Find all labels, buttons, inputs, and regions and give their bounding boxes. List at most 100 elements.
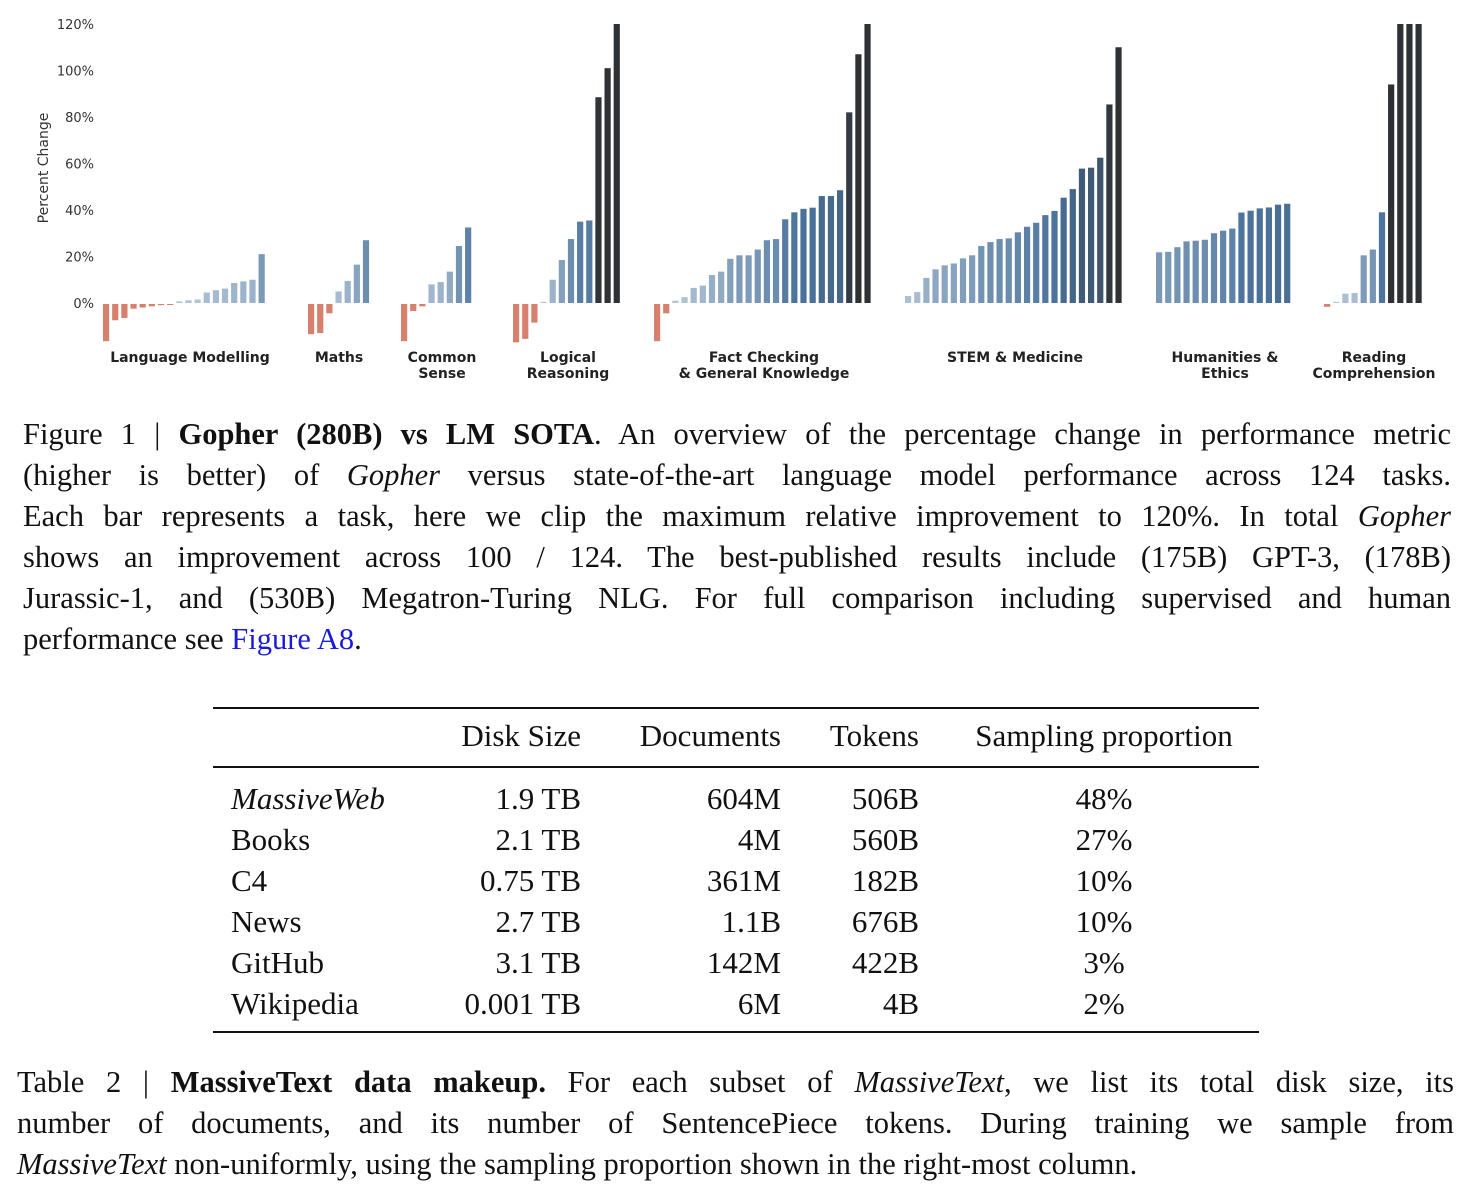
bar-7-6 [1378,212,1386,303]
bar-2-0 [401,304,408,342]
subset-name: C4 [231,862,268,898]
bar-0-6 [157,304,165,306]
bar-4-4 [690,287,697,303]
bar-6-1 [1165,251,1172,303]
table-cell: 1.9 TB [495,780,581,816]
y-tick-label: 80% [65,111,94,126]
table-cell: 506B [851,780,919,816]
group-label: Language Modelling [110,350,270,366]
table-cell: 2.1 TB [495,821,581,857]
table-row: News 2.7 TB 1.1B 676B 10% [213,901,1259,942]
bar-2-7 [465,227,472,303]
bar-0-15 [240,281,247,303]
bar-3-5 [558,259,565,303]
caption-text: non-uniformly, using the sampling propor… [166,1147,1138,1181]
bar-0-17 [258,254,265,303]
table-cell: 1.1B [721,903,781,939]
bar-4-18 [818,196,825,303]
bar-3-2 [531,304,538,323]
bar-6-12 [1265,207,1272,303]
group-label: Fact Checking [709,350,819,366]
caption-line: performance see Figure A8. [23,619,1451,660]
table-cell: 0.001 TB [464,985,581,1021]
bar-0-3 [130,304,137,309]
table-row: Wikipedia 0.001 TB 6M 4B 2% [213,983,1259,1024]
bar-4-17 [809,207,816,303]
bar-4-2 [672,300,679,303]
group-label: Common [408,350,477,366]
subset-name: Wikipedia [231,985,359,1021]
bar-5-3 [932,269,939,303]
bar-0-13 [221,288,229,303]
caption-line: Figure 1 | Gopher (280B) vs LM SOTA. An … [23,414,1451,455]
bar-6-0 [1156,252,1163,303]
caption-text: Figure 1 | [23,417,179,451]
group-label: STEM & Medicine [947,350,1083,366]
table-row: MassiveWeb 1.9 TB 604M 506B 48% [213,770,1259,819]
table-cell: 182B [851,862,919,898]
group-label: Reading [1342,350,1407,366]
caption-line: Jurassic-1, and (530B) Megatron-Turing N… [23,578,1451,619]
group-label: Ethics [1201,366,1249,382]
bar-5-19 [1078,168,1086,303]
group-label: Maths [315,350,363,366]
bar-5-18 [1069,189,1076,303]
bar-7-7 [1388,84,1395,303]
bar-4-16 [800,208,807,303]
column-header: Tokens [829,718,919,753]
bar-3-9 [595,97,602,303]
percent-change-bar-chart: Percent Change 0% 20% 40% 60% 80% 100% 120% La… [36,18,1436,382]
bar-5-16 [1051,210,1058,303]
table-top-rule [213,707,1259,709]
bar-4-5 [699,285,706,303]
caption-text: performance see [23,622,232,656]
bar-4-9 [736,255,743,303]
bar-6-14 [1284,203,1291,303]
caption-text: , we list its total disk size, its [1003,1065,1455,1099]
table-cell: 27% [1075,821,1133,857]
figure-a8-link[interactable]: Figure A8 [231,622,355,656]
bar-2-4 [437,282,444,303]
bar-3-1 [522,304,529,339]
bar-5-1 [914,292,921,303]
caption-text: Gopher [1357,499,1451,533]
bar-5-10 [996,239,1003,303]
bar-4-22 [855,54,862,303]
bar-6-5 [1201,239,1208,303]
bar-4-6 [708,275,716,303]
bar-5-15 [1042,215,1049,303]
bar-2-1 [410,304,417,311]
bar-7-1 [1333,301,1340,303]
bar-4-14 [782,219,789,303]
bar-7-9 [1406,24,1413,303]
bar-0-12 [212,290,219,303]
subset-name: News [231,903,302,939]
y-tick-label: 100% [57,65,94,80]
group-label: Logical [540,350,596,366]
bar-5-20 [1088,167,1095,303]
y-tick-label: 60% [65,158,94,173]
table-row: GitHub 3.1 TB 142M 422B 3% [213,942,1259,983]
caption-text: . [354,622,362,656]
table-cell: 3% [1083,944,1125,980]
table-cell: 3.1 TB [495,944,581,980]
bar-5-21 [1097,157,1104,303]
bar-3-11 [613,24,620,303]
table-cell: 4B [882,985,919,1021]
caption-line: (higher is better) of Gopher versus stat… [23,455,1451,496]
caption-line: shows an improvement across 100 / 124. T… [23,537,1451,578]
caption-text: Table 2 | [17,1065,171,1099]
bar-2-2 [419,304,426,307]
bar-0-5 [148,304,155,307]
bar-1-2 [326,304,333,314]
bar-5-23 [1115,47,1122,303]
table-header-row: Disk Size Documents Tokens Sampling proport… [213,712,1259,770]
caption-line: number of documents, and its number of S… [17,1103,1454,1144]
bar-2-5 [446,271,453,303]
bar-4-19 [827,196,835,303]
bar-4-12 [763,240,770,303]
caption-text: Jurassic-1, and (530B) Megatron-Turing N… [23,581,1451,615]
bar-6-3 [1183,241,1190,303]
bar-5-11 [1005,238,1012,303]
bar-3-0 [513,304,520,343]
